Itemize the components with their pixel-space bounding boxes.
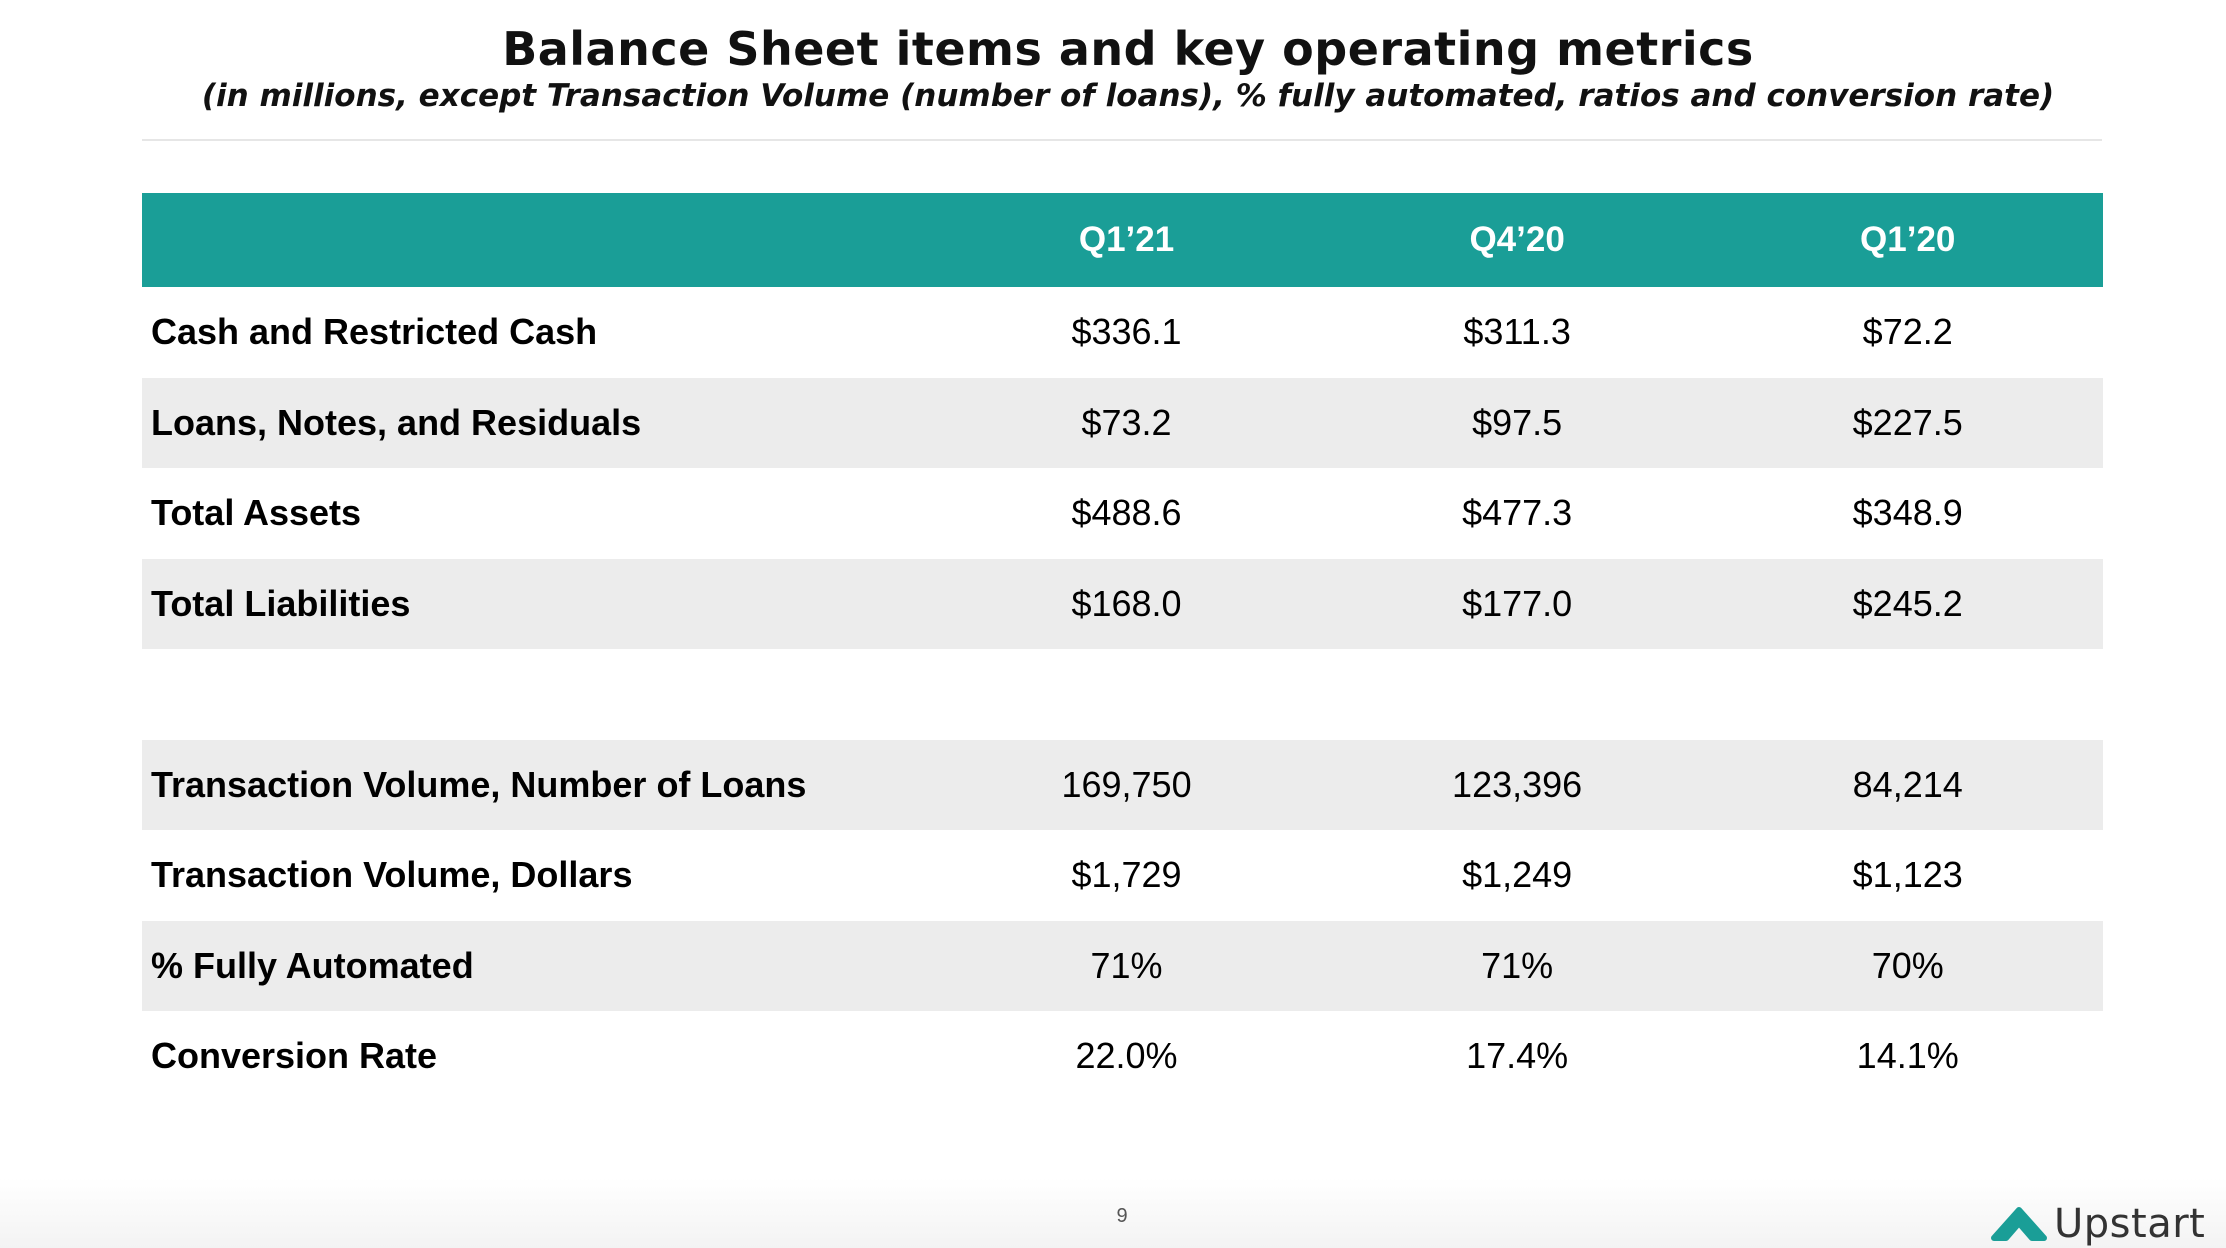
row-value: 84,214 (1852, 763, 1963, 805)
header-cell-q1-21: Q1’21 (1078, 220, 1175, 259)
row-value: $336.1 (1071, 311, 1182, 353)
upstart-logo-icon (1991, 1207, 2047, 1241)
page-subtitle: (in millions, except Transaction Volume … (201, 78, 2055, 114)
table-row: Loans, Notes, and Residuals $73.2 $97.5 … (142, 377, 2103, 468)
row-value: $177.0 (1462, 582, 1573, 624)
page-title: Balance Sheet items and key operating me… (502, 22, 1754, 76)
metrics-table: Q1’21 Q4’20 Q1’20 Cash and Restricted Ca… (142, 193, 2103, 1102)
row-value: 169,750 (1061, 763, 1192, 805)
row-value: $488.6 (1071, 492, 1182, 534)
table-row: Cash and Restricted Cash $336.1 $311.3 $… (142, 287, 2103, 378)
row-value: $1,729 (1071, 854, 1182, 896)
row-label: Cash and Restricted Cash (151, 311, 598, 353)
title-divider (142, 139, 2102, 141)
row-value: $227.5 (1852, 401, 1963, 443)
row-value: $311.3 (1463, 311, 1571, 353)
row-label: Transaction Volume, Number of Loans (151, 763, 807, 805)
row-value: 70% (1871, 944, 1944, 986)
table-row: % Fully Automated 71% 71% 70% (142, 920, 2103, 1011)
row-label: Total Liabilities (151, 582, 411, 624)
logo-text: Upstart (2054, 1201, 2206, 1247)
table-spacer-row (142, 649, 2103, 740)
row-value: $73.2 (1081, 401, 1172, 443)
row-value: $245.2 (1852, 582, 1963, 624)
row-value: $72.2 (1862, 311, 1953, 353)
row-label: Total Assets (151, 492, 362, 534)
upstart-logo: Upstart (1990, 1200, 2205, 1248)
header-cell-q4-20: Q4’20 (1469, 220, 1565, 259)
row-value: $477.3 (1462, 492, 1573, 534)
row-value: 123,396 (1452, 763, 1583, 805)
table-row: Total Liabilities $168.0 $177.0 $245.2 (142, 558, 2103, 649)
row-value: $1,123 (1852, 854, 1963, 896)
row-label: Transaction Volume, Dollars (151, 854, 633, 896)
row-label: % Fully Automated (151, 944, 474, 986)
table-row: Total Assets $488.6 $477.3 $348.9 (142, 468, 2103, 559)
row-value: $97.5 (1472, 401, 1563, 443)
row-value: $168.0 (1071, 582, 1182, 624)
row-value: 17.4% (1466, 1035, 1569, 1077)
table-row: Transaction Volume, Number of Loans 169,… (142, 739, 2103, 830)
table-header-row: Q1’21 Q4’20 Q1’20 (142, 193, 2103, 287)
row-value: $348.9 (1852, 492, 1963, 534)
table-row: Transaction Volume, Dollars $1,729 $1,24… (142, 830, 2103, 921)
row-label: Conversion Rate (151, 1035, 438, 1077)
page-number: 9 (1116, 1205, 1128, 1227)
footer-band (0, 1178, 2226, 1248)
header-cell-q1-20: Q1’20 (1860, 220, 1956, 259)
row-value: 71% (1481, 944, 1554, 986)
row-value: 71% (1090, 944, 1163, 986)
row-label: Loans, Notes, and Residuals (151, 401, 642, 443)
row-value: 14.1% (1856, 1035, 1959, 1077)
row-value: $1,249 (1462, 854, 1573, 896)
table-row: Conversion Rate 22.0% 17.4% 14.1% (142, 1011, 2103, 1102)
row-value: 22.0% (1075, 1035, 1178, 1077)
